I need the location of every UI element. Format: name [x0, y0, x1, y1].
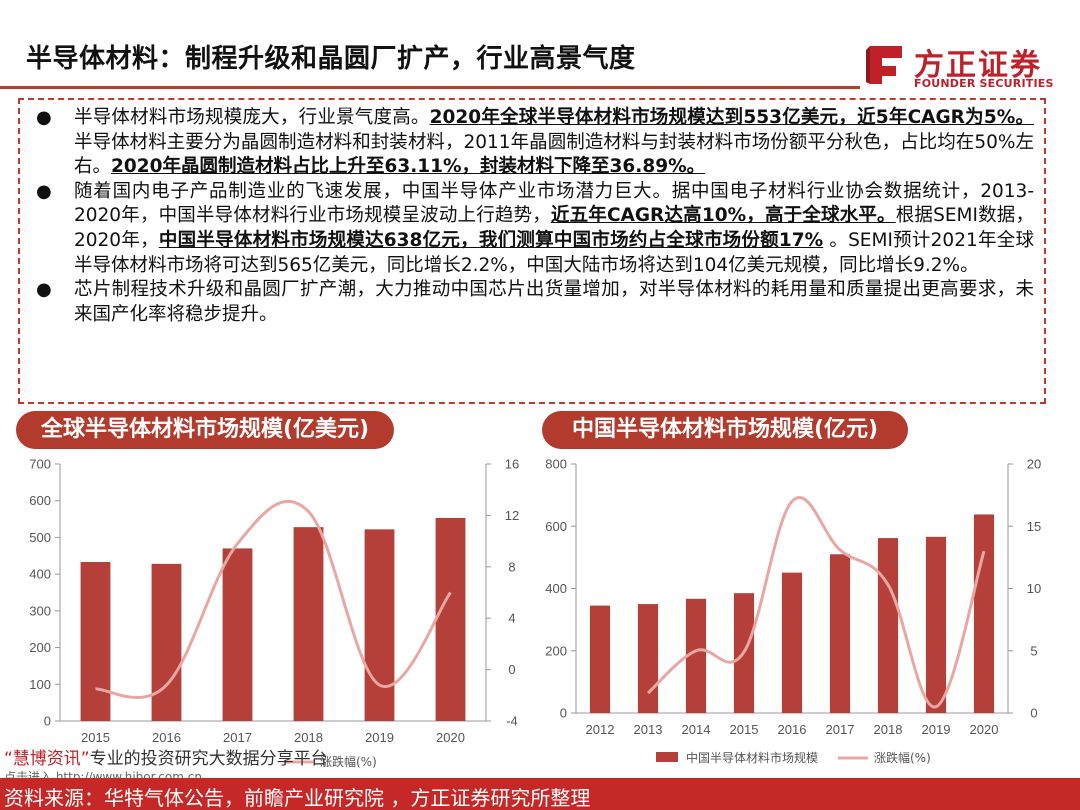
logo-english-name: FOUNDER SECURITIES	[914, 77, 1054, 90]
bullet-text: 。SEMI预计2021年全球半导体材料市场将可达到565亿美元，同比增长2.2%…	[74, 229, 1034, 276]
growth-rate-line	[646, 496, 986, 709]
y-tick-right: 15	[1027, 519, 1041, 534]
y-tick-left: 0	[560, 706, 567, 721]
y-tick-left: 500	[29, 530, 51, 545]
y-tick-left: 400	[29, 567, 51, 582]
y-tick-left: 600	[545, 519, 567, 534]
x-tick-label: 2020	[970, 722, 999, 737]
legend-line-label: 涨跌幅(%)	[874, 750, 931, 765]
y-tick-left: 0	[44, 714, 51, 729]
y-tick-right: 0	[508, 662, 515, 677]
bar	[435, 517, 466, 721]
bullet-list: ● 半导体材料市场规模庞大，行业景气度高。2020年全球半导体材料市场规模达到55…	[32, 106, 1034, 327]
bullet-item: ● 芯片制程技术升级和晶圆厂扩产潮，大力推动中国芯片出货量增加，对半导体材料的耗用…	[32, 278, 1034, 327]
y-tick-right: 12	[505, 508, 519, 523]
chart-title-global: 全球半导体材料市场规模(亿美元)	[16, 411, 394, 449]
y-tick-right: 0	[1030, 706, 1037, 721]
bar	[685, 598, 707, 713]
y-tick-right: 16	[505, 457, 519, 472]
y-tick-right: 8	[508, 559, 515, 574]
bullet-text: 随着国内电子产品制造业的飞速发展，中国半导体产业市场潜力巨大。据中国电子材料行业…	[74, 180, 1034, 227]
bar	[973, 514, 995, 713]
china-market-chart: 0 200 400 600 800 0 5 10 15 20 2012 2013 2014 2015 201…	[545, 457, 1041, 766]
page-title: 半导体材料：制程升级和晶圆厂扩产，行业高景气度	[26, 44, 636, 74]
x-tick-label: 2015	[81, 730, 110, 745]
bullet-text: 半导体材料主要分为晶圆制造材料和封装材料，2011年晶圆制造材料与封装材料市场份…	[74, 131, 1034, 178]
bullet-text: 根据SEMI数据，2020年，	[74, 205, 1034, 251]
y-tick-left: 800	[545, 457, 567, 472]
y-tick-right: 5	[1030, 643, 1037, 658]
x-tick-label: 2018	[874, 722, 903, 737]
y-tick-left: 600	[29, 493, 51, 508]
x-tick-label: 2018	[294, 730, 323, 745]
watermark-brand: “慧博资讯”	[4, 749, 90, 769]
x-tick-label: 2012	[586, 722, 615, 737]
bar	[925, 536, 947, 713]
global-market-chart: 0 100 200 300 400 500 600 700 -4 0 4 8 12 16 2015 2016 2…	[29, 457, 519, 770]
x-tick-label: 2017	[826, 722, 855, 737]
x-tick-label: 2016	[778, 722, 807, 737]
bullet-highlight: 近五年CAGR达高10%，高于全球水平。	[550, 205, 896, 227]
bar	[589, 605, 611, 713]
bullet-dot: ●	[36, 180, 52, 202]
x-tick-label: 2016	[152, 730, 181, 745]
bullet-dot: ●	[36, 107, 52, 128]
title-rule	[0, 86, 860, 89]
source-note: 资料来源：华特气体公告，前瞻产业研究院 ，方正证券研究所整理	[4, 786, 591, 810]
bullet-highlight: 2020年晶圆制造材料占比上升至63.11%，封装材料下降至36.89%。	[111, 156, 706, 178]
x-tick-label: 2013	[634, 722, 663, 737]
legend-bar-label: 中国半导体材料市场规模	[686, 750, 818, 765]
watermark: “慧博资讯”专业的投资研究大数据分享平台	[4, 744, 328, 769]
bar	[364, 529, 395, 721]
growth-rate-line	[95, 499, 452, 699]
legend-bar-swatch	[656, 752, 678, 762]
y-tick-right: 10	[1027, 581, 1041, 596]
footer-bar: 资料来源：华特气体公告，前瞻产业研究院 ，方正证券研究所整理	[0, 778, 1080, 810]
y-tick-left: 700	[29, 457, 51, 472]
y-tick-left: 200	[29, 640, 51, 655]
bullet-item: ● 随着国内电子产品制造业的飞速发展，中国半导体产业市场潜力巨大。据中国电子材料行…	[32, 180, 1034, 278]
x-tick-label: 2015	[730, 722, 759, 737]
summary-box: ● 半导体材料市场规模庞大，行业景气度高。2020年全球半导体材料市场规模达到55…	[18, 98, 1046, 404]
bar	[781, 572, 803, 713]
y-tick-right: -4	[506, 714, 518, 729]
bar	[151, 563, 182, 721]
x-tick-label: 2017	[223, 730, 252, 745]
bullet-highlight: 中国半导体材料市场规模达638亿元，我们测算中国市场约占全球市场份额17%	[158, 229, 824, 251]
y-tick-left: 100	[29, 677, 51, 692]
bullet-highlight: 2020年全球半导体材料市场规模达到553亿美元，近5年CAGR为5%。	[429, 107, 1034, 128]
watermark-text: 专业的投资研究大数据分享平台	[89, 749, 328, 769]
chart-title-china: 中国半导体材料市场规模(亿元)	[542, 411, 908, 449]
bar	[877, 538, 899, 713]
bar	[293, 527, 324, 721]
bullet-dot: ●	[36, 279, 52, 301]
x-tick-label: 2020	[436, 730, 465, 745]
logo-chinese-name: 方正证券	[914, 48, 1042, 83]
y-tick-right: 4	[508, 611, 515, 626]
bar	[80, 562, 111, 721]
y-tick-left: 400	[545, 581, 567, 596]
x-tick-label: 2019	[922, 722, 951, 737]
legend-line-label: 涨跌幅(%)	[320, 754, 377, 769]
y-tick-left: 200	[545, 643, 567, 658]
founder-logo-icon	[866, 46, 902, 84]
y-tick-left: 300	[29, 603, 51, 618]
bullet-text: 半导体材料市场规模庞大，行业景气度高。	[74, 107, 430, 128]
bar	[829, 554, 851, 713]
bar	[637, 604, 659, 713]
y-tick-right: 20	[1027, 457, 1041, 472]
bar	[222, 548, 253, 721]
company-logo: 方正证券 FOUNDER SECURITIES	[862, 40, 1062, 92]
bullet-text: 芯片制程技术升级和晶圆厂扩产潮，大力推动中国芯片出货量增加，对半导体材料的耗用量…	[74, 279, 1034, 325]
x-tick-label: 2014	[682, 722, 711, 737]
x-tick-label: 2019	[365, 730, 394, 745]
bullet-item: ● 半导体材料市场规模庞大，行业景气度高。2020年全球半导体材料市场规模达到55…	[32, 106, 1034, 180]
